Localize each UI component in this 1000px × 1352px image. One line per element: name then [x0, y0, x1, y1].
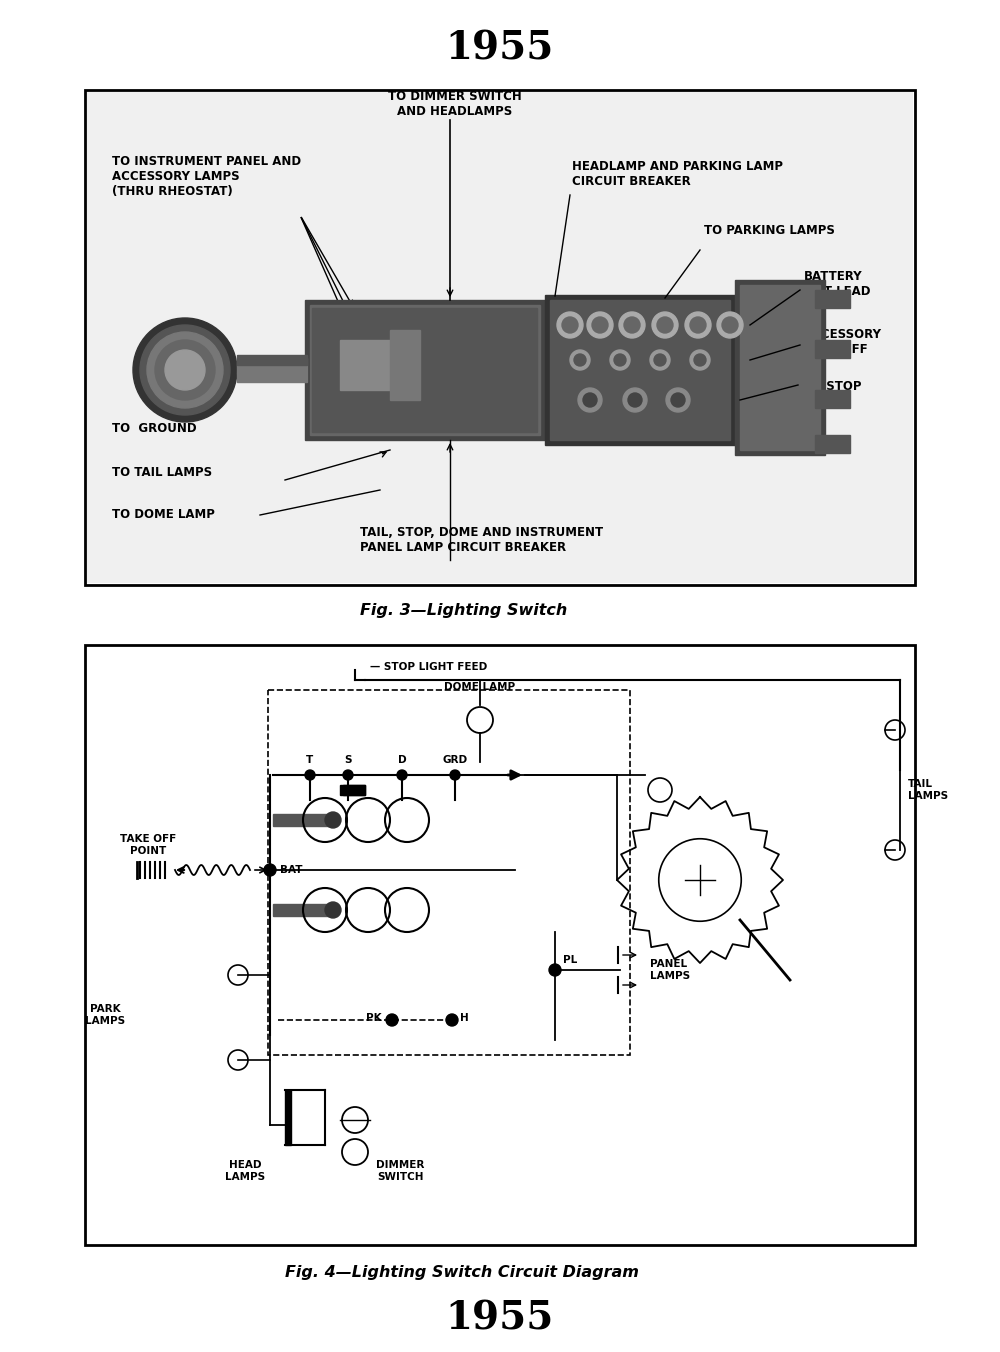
Circle shape	[557, 312, 583, 338]
Circle shape	[690, 350, 710, 370]
Bar	[310, 306, 540, 435]
Circle shape	[140, 324, 230, 415]
Bar	[285, 1090, 291, 1145]
Circle shape	[614, 354, 626, 366]
Text: BATTERY
HOT LEAD: BATTERY HOT LEAD	[804, 270, 870, 297]
Bar	[273, 814, 333, 826]
Circle shape	[574, 354, 586, 366]
Bar	[305, 300, 545, 439]
Text: — STOP LIGHT FEED: — STOP LIGHT FEED	[370, 662, 487, 672]
Bar	[237, 356, 307, 365]
Text: TO INSTRUMENT PANEL AND
ACCESSORY LAMPS
(THRU RHEOSTAT): TO INSTRUMENT PANEL AND ACCESSORY LAMPS …	[112, 155, 301, 197]
Bar	[390, 330, 420, 400]
Circle shape	[671, 393, 685, 407]
Bar	[87, 92, 913, 583]
Circle shape	[722, 316, 738, 333]
Text: 1955: 1955	[446, 1299, 554, 1337]
Circle shape	[133, 318, 237, 422]
Text: BAT: BAT	[280, 865, 302, 875]
Text: HEAD
LAMPS: HEAD LAMPS	[225, 1160, 265, 1182]
Circle shape	[325, 902, 341, 918]
Bar	[85, 91, 915, 585]
Text: H: H	[460, 1013, 469, 1023]
Bar	[273, 904, 333, 917]
Circle shape	[657, 316, 673, 333]
Text: HEADLAMP AND PARKING LAMP
CIRCUIT BREAKER: HEADLAMP AND PARKING LAMP CIRCUIT BREAKE…	[572, 160, 783, 188]
Bar	[815, 289, 850, 308]
Circle shape	[652, 312, 678, 338]
Circle shape	[587, 312, 613, 338]
Circle shape	[690, 316, 706, 333]
Circle shape	[325, 813, 341, 827]
Bar	[340, 786, 365, 795]
Text: TAIL
LAMPS: TAIL LAMPS	[908, 779, 948, 800]
Text: 1955: 1955	[446, 28, 554, 68]
Text: TO TAIL LAMPS: TO TAIL LAMPS	[112, 465, 212, 479]
Circle shape	[155, 339, 215, 400]
Circle shape	[628, 393, 642, 407]
Text: PL: PL	[563, 955, 577, 965]
Bar	[815, 389, 850, 408]
Circle shape	[624, 316, 640, 333]
Bar	[550, 300, 730, 439]
Text: TO DIMMER SWITCH
AND HEADLAMPS: TO DIMMER SWITCH AND HEADLAMPS	[388, 91, 522, 118]
Circle shape	[623, 388, 647, 412]
Circle shape	[650, 350, 670, 370]
Text: D: D	[398, 754, 406, 765]
Text: TO DOME LAMP: TO DOME LAMP	[112, 508, 215, 522]
Circle shape	[147, 333, 223, 408]
Text: TAKE OFF
POINT: TAKE OFF POINT	[120, 834, 176, 856]
Text: PANEL
LAMPS: PANEL LAMPS	[650, 959, 690, 980]
Circle shape	[165, 350, 205, 389]
Bar	[85, 645, 915, 1245]
Text: DIMMER
SWITCH: DIMMER SWITCH	[376, 1160, 424, 1182]
Bar	[740, 285, 820, 450]
Circle shape	[694, 354, 706, 366]
Bar	[237, 358, 307, 383]
Circle shape	[264, 864, 276, 876]
Circle shape	[570, 350, 590, 370]
Bar	[545, 295, 735, 445]
Text: DOME LAMP: DOME LAMP	[444, 681, 516, 692]
Text: GRD: GRD	[442, 754, 468, 765]
Circle shape	[610, 350, 630, 370]
Bar	[735, 280, 825, 456]
Bar	[815, 339, 850, 358]
Circle shape	[343, 771, 353, 780]
Text: TO  GROUND: TO GROUND	[112, 422, 197, 434]
Circle shape	[583, 393, 597, 407]
Bar	[343, 786, 365, 795]
Text: Fig. 3—Lighting Switch: Fig. 3—Lighting Switch	[360, 603, 567, 618]
Bar	[340, 339, 400, 389]
Bar	[268, 690, 630, 1055]
Circle shape	[397, 771, 407, 780]
Circle shape	[386, 1014, 398, 1026]
Circle shape	[578, 388, 602, 412]
Bar	[312, 308, 537, 433]
Text: TAIL, STOP, DOME AND INSTRUMENT
PANEL LAMP CIRCUIT BREAKER: TAIL, STOP, DOME AND INSTRUMENT PANEL LA…	[360, 526, 603, 554]
Circle shape	[592, 316, 608, 333]
Text: PARK
LAMPS: PARK LAMPS	[85, 1005, 125, 1026]
Circle shape	[717, 312, 743, 338]
Circle shape	[666, 388, 690, 412]
Text: S: S	[344, 754, 352, 765]
Circle shape	[654, 354, 666, 366]
Text: ACCESSORY
TAKE OFF: ACCESSORY TAKE OFF	[804, 329, 882, 356]
Circle shape	[446, 1014, 458, 1026]
Circle shape	[685, 312, 711, 338]
Text: TO STOP
LIGHTS: TO STOP LIGHTS	[804, 380, 862, 408]
Circle shape	[562, 316, 578, 333]
Text: PK: PK	[366, 1013, 382, 1023]
Text: T: T	[306, 754, 314, 765]
Bar	[815, 435, 850, 453]
Text: TO PARKING LAMPS: TO PARKING LAMPS	[704, 223, 835, 237]
Circle shape	[305, 771, 315, 780]
Circle shape	[549, 964, 561, 976]
Circle shape	[619, 312, 645, 338]
Circle shape	[450, 771, 460, 780]
Text: Fig. 4—Lighting Switch Circuit Diagram: Fig. 4—Lighting Switch Circuit Diagram	[285, 1264, 639, 1279]
